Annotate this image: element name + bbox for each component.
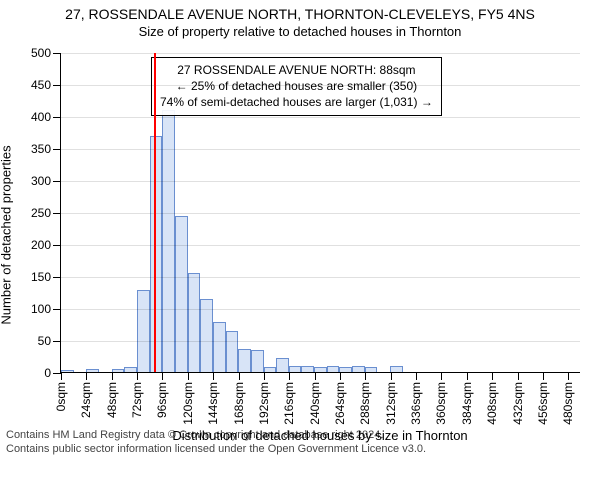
x-tick (365, 372, 366, 380)
x-tick (137, 372, 138, 380)
x-tick-label: 432sqm (511, 382, 525, 425)
grid-line (61, 85, 580, 86)
histogram-bar (226, 331, 239, 372)
y-tick-label: 100 (31, 302, 61, 316)
annotation-line3: 74% of semi-detached houses are larger (… (160, 94, 433, 110)
histogram-bar (301, 366, 314, 372)
x-tick-label: 336sqm (409, 382, 423, 425)
x-tick-label: 360sqm (434, 382, 448, 425)
x-tick-label: 216sqm (282, 382, 296, 425)
histogram-bar (264, 367, 277, 372)
grid-line (61, 213, 580, 214)
grid-line (61, 117, 580, 118)
x-tick-label: 0sqm (54, 382, 68, 411)
x-tick-label: 24sqm (79, 382, 93, 418)
y-tick-label: 500 (31, 46, 61, 60)
y-tick-label: 300 (31, 174, 61, 188)
x-tick (239, 372, 240, 380)
x-tick (112, 372, 113, 380)
x-tick (61, 372, 62, 380)
x-tick-label: 192sqm (257, 382, 271, 425)
x-tick (188, 372, 189, 380)
x-tick (441, 372, 442, 380)
y-tick-label: 450 (31, 78, 61, 92)
footer-line2: Contains public sector information licen… (6, 443, 594, 457)
y-tick-label: 250 (31, 206, 61, 220)
x-tick-label: 312sqm (384, 382, 398, 425)
x-tick (391, 372, 392, 380)
x-tick (518, 372, 519, 380)
grid-line (61, 245, 580, 246)
x-tick-label: 240sqm (308, 382, 322, 425)
histogram-bar (175, 216, 188, 372)
x-tick (416, 372, 417, 380)
annotation-line2: ← 25% of detached houses are smaller (35… (160, 78, 433, 94)
histogram-bar (188, 273, 201, 372)
x-tick-label: 144sqm (206, 382, 220, 425)
plot-region: 27 ROSSENDALE AVENUE NORTH: 88sqm ← 25% … (60, 53, 580, 373)
grid-line (61, 181, 580, 182)
marker-line (154, 53, 156, 372)
histogram-bar (327, 366, 340, 372)
histogram-bar (86, 369, 99, 372)
y-tick-label: 150 (31, 270, 61, 284)
x-tick (340, 372, 341, 380)
histogram-bar (276, 358, 289, 372)
grid-line (61, 341, 580, 342)
x-tick (492, 372, 493, 380)
chart-title-line1: 27, ROSSENDALE AVENUE NORTH, THORNTON-CL… (0, 6, 600, 22)
x-tick (213, 372, 214, 380)
x-tick-label: 480sqm (561, 382, 575, 425)
histogram-bar (339, 367, 352, 372)
annotation-box: 27 ROSSENDALE AVENUE NORTH: 88sqm ← 25% … (151, 57, 442, 116)
histogram-bar (213, 322, 226, 372)
y-tick-label: 0 (44, 366, 61, 380)
x-tick (568, 372, 569, 380)
x-tick (264, 372, 265, 380)
y-tick-label: 350 (31, 142, 61, 156)
x-tick (162, 372, 163, 380)
x-tick-label: 264sqm (333, 382, 347, 425)
x-tick-label: 408sqm (485, 382, 499, 425)
histogram-bar (112, 369, 125, 372)
y-tick-label: 50 (38, 334, 61, 348)
histogram-bar (251, 350, 264, 372)
x-tick (315, 372, 316, 380)
grid-line (61, 309, 580, 310)
y-tick-label: 200 (31, 238, 61, 252)
chart-area: Number of detached properties 27 ROSSEND… (0, 45, 600, 425)
x-tick-label: 456sqm (536, 382, 550, 425)
grid-line (61, 53, 580, 54)
histogram-bar (61, 370, 74, 372)
x-tick (467, 372, 468, 380)
x-tick (543, 372, 544, 380)
chart-titles: 27, ROSSENDALE AVENUE NORTH, THORNTON-CL… (0, 6, 600, 39)
y-tick-label: 400 (31, 110, 61, 124)
x-axis-label: Distribution of detached houses by size … (60, 428, 580, 443)
x-tick (86, 372, 87, 380)
histogram-bar (124, 367, 137, 372)
histogram-bar (238, 349, 251, 372)
histogram-bar (289, 366, 302, 372)
x-tick-label: 168sqm (232, 382, 246, 425)
grid-line (61, 277, 580, 278)
histogram-bar (137, 290, 150, 372)
x-tick-label: 96sqm (155, 382, 169, 418)
x-tick-label: 72sqm (130, 382, 144, 418)
chart-title-line2: Size of property relative to detached ho… (0, 24, 600, 39)
x-tick-label: 120sqm (181, 382, 195, 425)
y-axis-label: Number of detached properties (0, 145, 14, 324)
grid-line (61, 149, 580, 150)
x-tick-label: 288sqm (358, 382, 372, 425)
x-tick (289, 372, 290, 380)
x-tick-label: 384sqm (460, 382, 474, 425)
histogram-bar (352, 366, 365, 372)
histogram-bar (390, 366, 403, 372)
histogram-bar (314, 367, 327, 372)
histogram-bar (365, 367, 378, 372)
x-tick-label: 48sqm (105, 382, 119, 418)
annotation-line1: 27 ROSSENDALE AVENUE NORTH: 88sqm (160, 62, 433, 78)
